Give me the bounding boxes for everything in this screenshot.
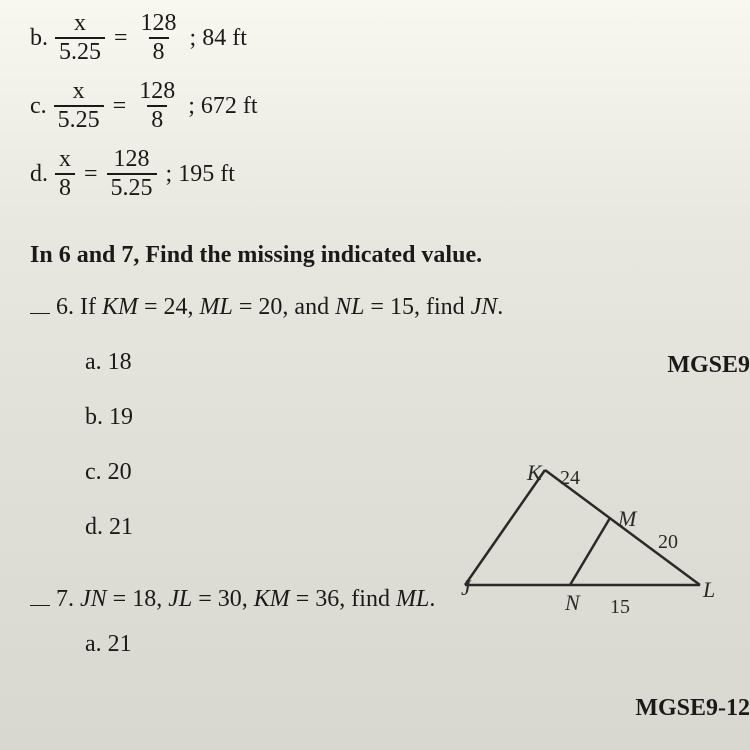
question-6: 6. If KM = 24, ML = 20, and NL = 15, fin… [30,294,720,321]
svg-text:L: L [702,577,715,602]
answer-c: ; 672 ft [188,93,257,120]
fraction-b2: 128 8 [137,10,181,66]
svg-text:15: 15 [610,596,630,618]
option-b-label: b. [30,25,48,52]
option-d-label: d. [30,161,48,188]
fraction-d1: x 8 [55,146,75,202]
option-d: d. x 8 = 128 5.25 ; 195 ft [30,146,720,202]
q6-choice-b: b. 19 [85,404,720,431]
fraction-b1: x 5.25 [55,10,105,66]
answer-blank-6[interactable] [30,313,50,314]
svg-text:20: 20 [658,531,678,553]
fraction-d2: 128 5.25 [107,146,157,202]
svg-text:J: J [461,575,472,600]
q7-num: 7. [56,586,74,613]
svg-text:24: 24 [560,467,580,489]
q7-standard: MGSE9-12 [635,695,750,722]
fraction-c2: 128 8 [135,78,179,134]
svg-text:M: M [617,506,638,531]
svg-text:N: N [564,590,581,615]
fraction-c1: x 5.25 [54,78,104,134]
equals-d: = [84,161,98,188]
triangle-diagram: K 24 M 20 L J N 15 [455,460,715,640]
option-c-label: c. [30,93,47,120]
section-header: In 6 and 7, Find the missing indicated v… [30,242,720,269]
equals-c: = [113,93,127,120]
triangle-svg: K 24 M 20 L J N 15 [455,460,715,640]
answer-b: ; 84 ft [190,25,247,52]
answer-blank-7[interactable] [30,605,50,606]
q6-choice-a: a. 18 [85,349,720,376]
option-b: b. x 5.25 = 128 8 ; 84 ft [30,10,720,66]
q6-text: If KM = 24, ML = 20, and NL = 15, find J… [74,294,503,321]
q6-standard: MGSE9 [667,352,750,379]
equals-b: = [114,25,128,52]
q6-num: 6. [56,294,74,321]
option-c: c. x 5.25 = 128 8 ; 672 ft [30,78,720,134]
q7-text: JN = 18, JL = 30, KM = 36, find ML. [74,586,435,613]
svg-text:K: K [526,460,543,485]
answer-d: ; 195 ft [166,161,235,188]
